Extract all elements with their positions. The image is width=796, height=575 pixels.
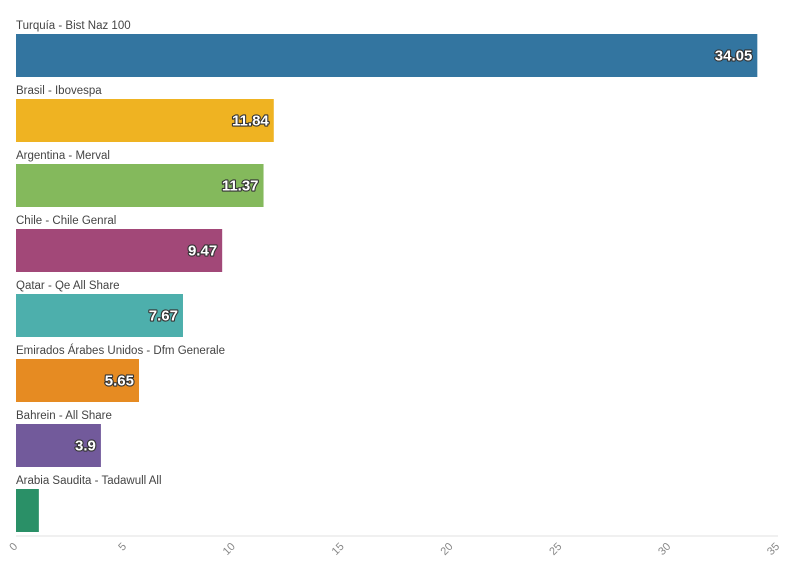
bar[interactable] <box>16 99 274 142</box>
x-tick-label: 35 <box>765 541 782 558</box>
data-label: 34.05 <box>715 48 753 65</box>
x-tick-label: 0 <box>7 541 20 554</box>
x-tick-label: 25 <box>547 541 564 558</box>
bar[interactable] <box>16 359 140 402</box>
bar[interactable] <box>16 489 39 532</box>
x-tick-label: 5 <box>116 541 129 554</box>
x-tick-label: 20 <box>438 541 455 558</box>
bar[interactable] <box>16 294 183 337</box>
bar[interactable] <box>16 229 223 272</box>
category-label: Emirados Árabes Unidos - Dfm Generale <box>16 344 225 357</box>
data-label: 7.67 <box>149 308 178 325</box>
data-label: 9.47 <box>188 243 217 260</box>
bar[interactable] <box>16 164 264 207</box>
data-label: 11.84 <box>232 113 269 130</box>
data-label: 3.9 <box>75 438 96 455</box>
category-label: Chile - Chile Genral <box>16 215 116 227</box>
bar[interactable] <box>16 424 101 467</box>
category-label: Argentina - Merval <box>16 150 110 162</box>
x-tick-label: 10 <box>221 541 238 558</box>
category-label: Brasil - Ibovespa <box>16 85 102 97</box>
category-label: Turquía - Bist Naz 100 <box>16 20 131 32</box>
bar[interactable] <box>16 34 758 77</box>
data-label: 5.65 <box>105 373 134 390</box>
category-label: Qatar - Qe All Share <box>16 280 120 292</box>
category-label: Bahrein - All Share <box>16 410 112 422</box>
x-tick-label: 30 <box>656 541 673 558</box>
category-label: Arabia Saudita - Tadawull All <box>16 475 162 487</box>
x-tick-label: 15 <box>330 541 347 558</box>
data-label: 11.37 <box>222 178 259 195</box>
